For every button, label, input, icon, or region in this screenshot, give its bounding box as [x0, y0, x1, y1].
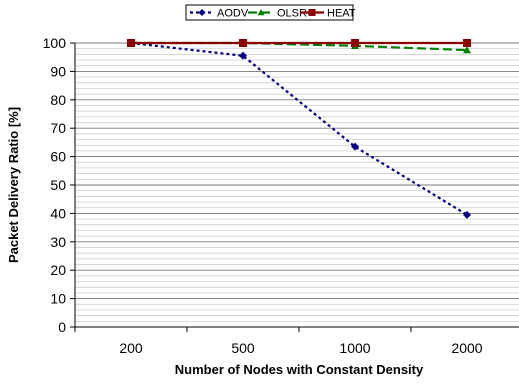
y-tick-label: 20: [50, 262, 66, 278]
y-tick-label: 70: [50, 120, 66, 136]
data-point-olsr: [463, 46, 471, 54]
data-point-heat: [127, 39, 135, 47]
data-point-aodv: [351, 142, 359, 151]
legend-marker: [198, 9, 206, 16]
legend-item-heat: HEAT: [300, 8, 356, 20]
y-tick-label: 60: [50, 149, 66, 165]
y-tick-label: 90: [50, 63, 66, 79]
x-axis-title: Number of Nodes with Constant Density: [175, 362, 424, 377]
y-tick-label: 100: [43, 35, 67, 51]
legend: AODV OLSR HEAT: [185, 4, 356, 21]
y-tick-label: 80: [50, 92, 66, 108]
data-point-aodv: [239, 51, 247, 60]
y-axis-title: Packet Delivery Ratio [%]: [6, 107, 21, 263]
x-tick-label: 200: [119, 340, 143, 356]
x-tick-label: 2000: [451, 340, 482, 356]
y-tick-label: 50: [50, 177, 66, 193]
legend-item-olsr: OLSR: [248, 8, 307, 20]
series-heat: [127, 39, 471, 47]
series-olsr: [127, 39, 471, 54]
y-tick-label: 0: [58, 319, 66, 335]
data-point-heat: [463, 39, 471, 47]
series-area: [127, 39, 471, 219]
legend-marker: [257, 9, 265, 16]
legend-item-aodv: AODV: [190, 8, 249, 20]
legend-label: AODV: [217, 8, 249, 20]
x-tick-label: 500: [231, 340, 255, 356]
x-tick-label: 1000: [339, 340, 370, 356]
legend-marker: [308, 9, 316, 16]
grid: [75, 42, 519, 322]
data-point-heat: [239, 39, 247, 47]
legend-label: OLSR: [277, 8, 307, 20]
data-point-aodv: [463, 210, 471, 219]
y-tick-label: 10: [50, 291, 66, 307]
y-tick-label: 40: [50, 205, 66, 221]
data-point-heat: [351, 39, 359, 47]
y-tick-label: 30: [50, 234, 66, 250]
legend-label: HEAT: [327, 8, 356, 20]
axes: 0 10 20 30 40 50 60 70 80 90 100 200 500 1000 2000: [43, 35, 519, 356]
series-line-aodv: [130, 41, 468, 216]
